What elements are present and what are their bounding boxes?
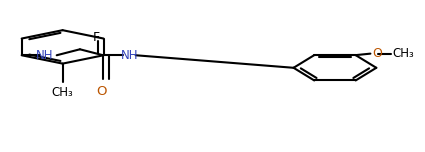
Text: O: O <box>373 47 383 60</box>
Text: CH₃: CH₃ <box>392 47 414 60</box>
Text: NH: NH <box>121 49 138 62</box>
Text: NH: NH <box>36 49 54 62</box>
Text: F: F <box>93 31 100 44</box>
Text: CH₃: CH₃ <box>52 86 74 99</box>
Text: O: O <box>96 85 106 98</box>
